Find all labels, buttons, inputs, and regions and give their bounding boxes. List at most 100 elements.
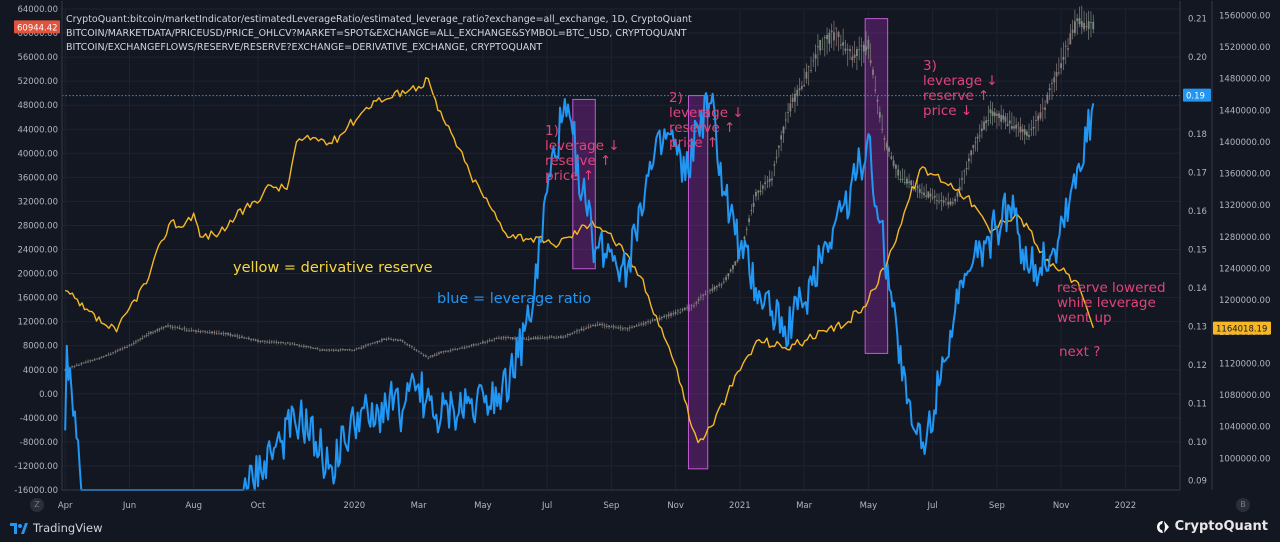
price-body bbox=[417, 351, 420, 353]
left-tick-label: -16000.00 bbox=[14, 486, 58, 496]
price-body bbox=[75, 364, 78, 366]
price-body bbox=[160, 327, 163, 329]
price-body bbox=[273, 341, 275, 343]
price-body bbox=[126, 347, 129, 348]
price-body bbox=[727, 273, 730, 277]
leverage-badge: 0.19 bbox=[1183, 88, 1211, 102]
price-body bbox=[392, 339, 395, 341]
price-body bbox=[640, 323, 643, 325]
price-body bbox=[1044, 107, 1046, 110]
reserve-tick-label: 1080000.00 bbox=[1219, 391, 1270, 401]
price-body bbox=[780, 135, 783, 140]
price-body bbox=[527, 338, 530, 340]
left-tick-label: 52000.00 bbox=[17, 77, 58, 87]
price-body bbox=[933, 195, 936, 198]
price-body bbox=[307, 346, 310, 348]
price-body bbox=[725, 276, 727, 281]
price-body bbox=[369, 343, 372, 345]
tradingview-logo[interactable]: TradingView bbox=[10, 521, 102, 535]
price-body bbox=[660, 317, 663, 319]
price-body bbox=[624, 327, 627, 329]
price-body bbox=[872, 69, 874, 76]
price-body bbox=[1080, 21, 1083, 28]
price-body bbox=[839, 44, 842, 46]
price-body bbox=[282, 342, 285, 343]
price-body bbox=[204, 331, 207, 332]
price-body bbox=[901, 179, 904, 180]
price-body bbox=[442, 351, 445, 353]
price-body bbox=[651, 319, 654, 321]
price-body bbox=[509, 337, 512, 338]
price-body bbox=[983, 121, 985, 130]
price-body bbox=[846, 49, 849, 51]
annotation-4: reserve lowered while leverage went up bbox=[1057, 280, 1166, 326]
price-body bbox=[921, 192, 923, 194]
leverage-tick-label: 0.21 bbox=[1188, 15, 1207, 25]
reserve-tick-label: 1400000.00 bbox=[1219, 138, 1270, 148]
price-body bbox=[587, 327, 590, 328]
price-body bbox=[601, 323, 604, 325]
x-tick-label: Nov bbox=[1053, 501, 1070, 511]
price-body bbox=[385, 338, 388, 340]
price-body bbox=[789, 103, 792, 112]
price-body bbox=[134, 341, 137, 343]
cryptoquant-logo: CryptoQuant bbox=[1155, 519, 1268, 534]
price-body bbox=[102, 356, 105, 357]
chart-header: CryptoQuant:bitcoin/marketIndicator/esti… bbox=[66, 13, 692, 55]
blue-series-label: blue = leverage ratio bbox=[437, 291, 592, 307]
left-tick-label: 60000.00 bbox=[17, 29, 58, 39]
price-body bbox=[1051, 83, 1053, 85]
price-body bbox=[972, 144, 975, 149]
right-axis-panel bbox=[1180, 0, 1280, 499]
price-body bbox=[341, 349, 344, 351]
price-body bbox=[220, 333, 223, 335]
left-tick-label: 4000.00 bbox=[23, 366, 58, 376]
reserve-tick-label: 1280000.00 bbox=[1219, 233, 1270, 243]
price-body bbox=[826, 35, 828, 40]
price-body bbox=[286, 342, 289, 344]
right-corner-button[interactable]: B bbox=[1236, 498, 1250, 512]
price-body bbox=[1025, 131, 1028, 136]
price-body bbox=[305, 345, 308, 347]
price-body bbox=[644, 322, 647, 324]
price-body bbox=[564, 335, 567, 337]
price-body bbox=[589, 326, 592, 327]
price-body bbox=[816, 46, 819, 48]
price-body bbox=[143, 336, 146, 338]
left-tick-label: -12000.00 bbox=[14, 462, 58, 472]
header-line-2: BITCOIN/MARKETDATA/PRICEUSD/PRICE_OHLCV?… bbox=[66, 28, 687, 39]
x-tick-label: Jun bbox=[122, 501, 136, 511]
price-body bbox=[598, 323, 601, 326]
price-body bbox=[654, 319, 656, 321]
price-body bbox=[523, 337, 526, 339]
price-body bbox=[796, 89, 799, 97]
price-body bbox=[427, 358, 430, 360]
price-body bbox=[227, 333, 230, 335]
price-body bbox=[998, 113, 1000, 119]
left-tick-label: 28000.00 bbox=[17, 221, 58, 231]
price-body bbox=[539, 337, 542, 339]
price-body bbox=[1008, 120, 1011, 124]
price-body bbox=[865, 46, 867, 51]
x-tick-label: May bbox=[860, 501, 878, 511]
price-body bbox=[903, 182, 906, 183]
price-body bbox=[771, 178, 773, 181]
price-body bbox=[711, 288, 714, 291]
price-body bbox=[951, 202, 954, 204]
grid bbox=[62, 8, 1180, 491]
price-body bbox=[330, 350, 333, 351]
price-body bbox=[403, 342, 406, 344]
left-corner-button[interactable]: Z bbox=[30, 498, 44, 512]
price-body bbox=[892, 160, 895, 166]
price-body bbox=[888, 147, 890, 152]
price-body bbox=[346, 349, 349, 351]
price-body bbox=[693, 305, 695, 307]
price-body bbox=[80, 363, 83, 365]
price-body bbox=[139, 338, 142, 340]
price-body bbox=[635, 325, 638, 327]
price-body bbox=[152, 332, 154, 334]
price-body bbox=[1085, 26, 1088, 28]
highlight-box bbox=[687, 95, 709, 470]
price-body bbox=[114, 351, 117, 353]
price-body bbox=[976, 136, 979, 139]
